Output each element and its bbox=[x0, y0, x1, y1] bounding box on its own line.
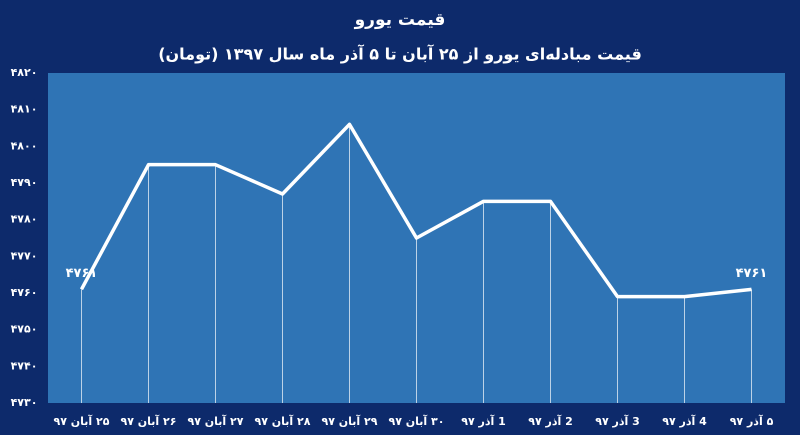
x-tick-label: 2 آذر ۹۷ bbox=[528, 414, 573, 428]
chart-title: قیمت یورو bbox=[354, 10, 446, 30]
line bbox=[79, 122, 752, 299]
y-tick-label: ۴۷۹۰ bbox=[11, 176, 38, 189]
x-tick-label: ۵ آذر ۹۷ bbox=[730, 414, 774, 428]
y-tick-label: ۴۸۰۰ bbox=[11, 139, 38, 152]
x-tick-label: ۲۹ آبان ۹۷ bbox=[322, 414, 378, 428]
y-tick-label: ۴۷۶۰ bbox=[11, 286, 38, 299]
y-tick-label: ۴۷۳۰ bbox=[11, 396, 38, 409]
y-tick-label: ۴۸۱۰ bbox=[11, 103, 38, 116]
y-tick-label: ۴۷۵۰ bbox=[11, 323, 38, 336]
x-tick-label: 1 آذر ۹۷ bbox=[461, 414, 506, 428]
y-tick-label: ۴۸۲۰ bbox=[11, 66, 38, 79]
value-label: ۴۷۶۱ bbox=[66, 266, 98, 281]
x-tick-label: 4 آذر ۹۷ bbox=[662, 414, 707, 428]
chart-subtitle: قیمت مبادله‌ای یورو از ۲۵ آبان تا ۵ آذر … bbox=[158, 44, 642, 64]
y-tick-label: ۴۷۴۰ bbox=[11, 359, 38, 372]
x-tick-label: ۲۷ آبان ۹۷ bbox=[188, 414, 244, 428]
x-tick-label: 3 آذر ۹۷ bbox=[595, 414, 640, 428]
value-label: ۴۷۶۱ bbox=[736, 266, 768, 281]
x-tick-label: ۲۸ آبان ۹۷ bbox=[255, 414, 311, 428]
x-tick-label: ۳۰ آبان ۹۷ bbox=[389, 414, 445, 428]
x-tick-label: ۲۵ آبان ۹۷ bbox=[54, 414, 110, 428]
y-tick-label: ۴۷۸۰ bbox=[11, 213, 38, 226]
y-tick-label: ۴۷۷۰ bbox=[11, 249, 38, 262]
x-tick-label: ۲۶ آبان ۹۷ bbox=[121, 414, 177, 428]
